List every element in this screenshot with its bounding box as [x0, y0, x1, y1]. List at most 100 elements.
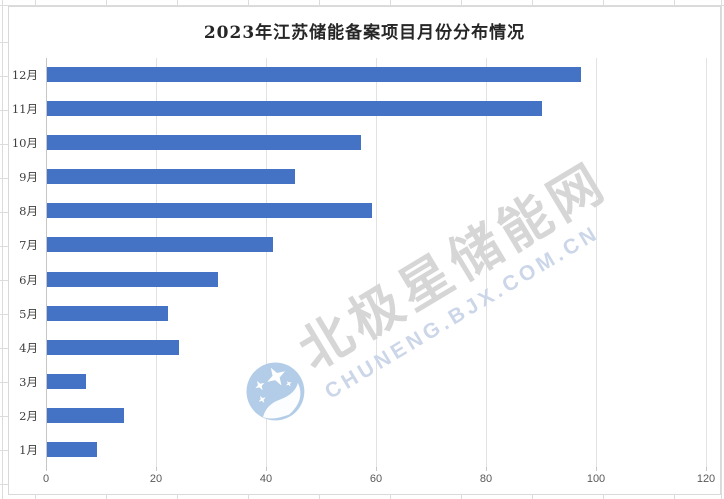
bar-12月 [47, 67, 581, 82]
spreadsheet-gridline [0, 110, 8, 111]
spreadsheet-gridline [0, 5, 724, 6]
spreadsheet-gridline [0, 42, 8, 43]
category-label: 11月 [11, 102, 38, 117]
bar-row [46, 160, 706, 194]
category-label: 9月 [19, 170, 38, 185]
category-label: 2月 [19, 408, 38, 423]
category-label: 5月 [19, 306, 38, 321]
category-label: 7月 [19, 238, 38, 253]
spreadsheet-gridline [674, 494, 675, 499]
tick-mark [706, 467, 707, 471]
bar-4月 [47, 339, 179, 355]
category-axis: 12月 11月 10月 9月 8月 7月 6月 5月 4月 3月 2月 1月 [9, 58, 42, 467]
bar-row [46, 399, 706, 433]
tick-mark [486, 467, 487, 471]
spreadsheet-gridline [0, 280, 8, 281]
chart-title: 2023年江苏储能备案项目月份分布情况 [203, 23, 526, 43]
spreadsheet-gridline [0, 246, 8, 247]
value-axis: 0 20 40 60 80 100 120 [42, 471, 715, 487]
gridline [266, 58, 267, 467]
spreadsheet-gridline [0, 314, 8, 315]
gridline [156, 58, 157, 467]
spreadsheet-gridline [674, 0, 675, 5]
x-tick-label: 40 [259, 473, 273, 485]
spreadsheet-gridline [0, 76, 8, 77]
spreadsheet-gridline [461, 494, 462, 499]
spreadsheet-gridline [106, 0, 107, 5]
spreadsheet-gridline [0, 144, 8, 145]
spreadsheet-gridline [35, 0, 36, 5]
spreadsheet-gridline [0, 416, 8, 417]
spreadsheet-gridline [35, 494, 36, 499]
bar-row [46, 58, 706, 92]
spreadsheet-gridline [0, 178, 8, 179]
x-tick-label: 80 [479, 473, 493, 485]
spreadsheet-gridline [177, 494, 178, 499]
gridline [376, 58, 377, 467]
tick-mark [596, 467, 597, 471]
category-label: 10月 [11, 136, 38, 151]
tick-mark [266, 467, 267, 471]
spreadsheet-gridline [177, 0, 178, 5]
bar-row [46, 263, 706, 297]
gridline [486, 58, 487, 467]
category-axis-line [46, 58, 47, 467]
gridline [596, 58, 597, 467]
bar-row [46, 365, 706, 399]
bar-5月 [47, 305, 168, 321]
spreadsheet-gridline [0, 382, 8, 383]
bar-1月 [47, 441, 97, 457]
spreadsheet-gridline [2, 0, 3, 499]
spreadsheet-gridline [319, 0, 320, 5]
bar-6月 [47, 271, 218, 287]
spreadsheet-gridline [0, 484, 8, 485]
bar-row [46, 433, 706, 467]
bar-3月 [47, 373, 86, 389]
bar-row [46, 228, 706, 262]
bar-row [46, 331, 706, 365]
spreadsheet-gridline [532, 0, 533, 5]
tick-mark [376, 467, 377, 471]
bar-row [46, 126, 706, 160]
category-label: 6月 [19, 272, 38, 287]
spreadsheet-gridline [248, 0, 249, 5]
x-tick-label: 60 [369, 473, 383, 485]
bar-10月 [47, 135, 361, 151]
bar-11月 [47, 101, 542, 117]
spreadsheet-gridline [390, 0, 391, 5]
x-tick-label: 100 [586, 473, 606, 485]
category-label: 8月 [19, 204, 38, 219]
spreadsheet-gridline [721, 0, 722, 499]
tick-mark [46, 467, 47, 471]
bar-7月 [47, 237, 273, 253]
x-tick-label: 120 [696, 473, 716, 485]
chart-frame: 2023年江苏储能备案项目月份分布情况 北极星储能网 CHUNENG.BJX.C… [8, 6, 721, 495]
x-tick-label: 0 [42, 473, 50, 485]
spreadsheet-gridline [603, 494, 604, 499]
spreadsheet-gridline [461, 0, 462, 5]
category-label: 12月 [11, 68, 38, 82]
spreadsheet-gridline [0, 450, 8, 451]
bar-row [46, 297, 706, 331]
bar-row [46, 194, 706, 228]
spreadsheet-gridline [532, 494, 533, 499]
category-label: 4月 [19, 340, 38, 355]
spreadsheet-gridline [0, 348, 8, 349]
spreadsheet-gridline [603, 0, 604, 5]
bar-9月 [47, 169, 295, 185]
bar-row [46, 92, 706, 126]
tick-mark [156, 467, 157, 471]
plot-area: 北极星储能网 CHUNENG.BJX.COM.CN [46, 58, 707, 467]
bar-2月 [47, 407, 124, 423]
spreadsheet-gridline [0, 212, 8, 213]
bar-8月 [47, 203, 372, 219]
spreadsheet-gridline [390, 494, 391, 499]
x-tick-label: 20 [149, 473, 163, 485]
gridline [706, 58, 707, 467]
category-label: 3月 [19, 374, 38, 389]
spreadsheet-gridline [319, 494, 320, 499]
category-label: 1月 [19, 442, 38, 457]
spreadsheet-gridline [106, 494, 107, 499]
spreadsheet-gridline [248, 494, 249, 499]
